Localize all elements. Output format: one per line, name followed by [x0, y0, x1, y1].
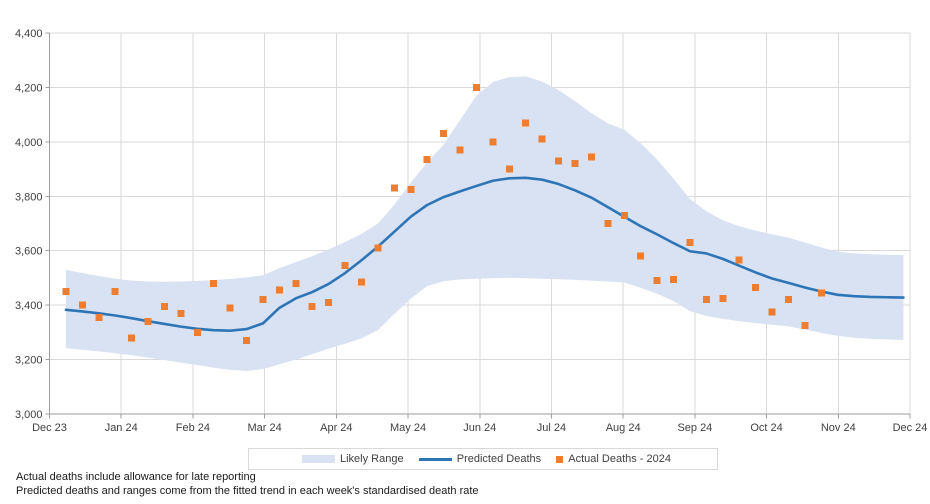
x-tick-label-jun-24: Jun 24: [463, 422, 496, 434]
actual-deaths-point-week-31: [555, 157, 563, 165]
actual-deaths-point-week-41: [719, 294, 727, 302]
x-tick-label-mar-24: Mar 24: [248, 422, 282, 434]
actual-deaths-point-week-33: [587, 153, 595, 161]
actual-deaths-point-week-13: [259, 296, 267, 304]
legend-label-actual-deaths: Actual Deaths - 2024: [568, 453, 671, 465]
actual-deaths-point-week-40: [702, 296, 710, 304]
actual-deaths-point-week-2: [78, 301, 86, 309]
actual-deaths-point-week-9: [193, 328, 201, 336]
footnote-line-1: Actual deaths include allowance for late…: [16, 471, 256, 483]
actual-deaths-point-week-20: [374, 244, 382, 252]
x-tick-label-apr-24: Apr 24: [320, 422, 352, 434]
actual-deaths-point-week-32: [571, 160, 579, 168]
actual-deaths-point-week-42: [735, 256, 743, 264]
predicted-deaths-swatch-icon: [418, 457, 452, 461]
x-tick-label-jul-24: Jul 24: [537, 422, 566, 434]
y-tick-label-3800: 3,800: [15, 191, 43, 203]
actual-deaths-point-week-38: [670, 275, 678, 283]
actual-deaths-point-week-5: [128, 334, 136, 342]
x-tick-label-dec-24: Dec 24: [893, 422, 928, 434]
actual-deaths-point-week-17: [325, 298, 333, 306]
actual-deaths-point-week-4: [111, 288, 119, 296]
actual-deaths-point-week-30: [538, 135, 546, 143]
actual-deaths-point-week-43: [752, 283, 760, 291]
y-tick-label-3400: 3,400: [15, 300, 43, 312]
actual-deaths-point-week-1: [62, 288, 70, 296]
y-tick-label-4400: 4,400: [15, 28, 43, 40]
legend-item-predicted-deaths: Predicted Deaths: [418, 453, 542, 465]
footnote-line-2: Predicted deaths and ranges come from th…: [16, 484, 479, 497]
x-tick-label-jan-24: Jan 24: [105, 422, 138, 434]
likely-range-band: [65, 76, 904, 372]
actual-deaths-point-week-16: [308, 303, 316, 311]
actual-deaths-point-week-29: [522, 119, 530, 127]
actual-deaths-point-week-37: [653, 277, 661, 285]
y-tick-label-3200: 3,200: [15, 355, 43, 367]
x-tick-label-oct-24: Oct 24: [750, 422, 782, 434]
y-tick-label-3000: 3,000: [15, 409, 43, 421]
x-tick-label-dec-23: Dec 23: [32, 422, 67, 434]
actual-deaths-point-week-15: [292, 279, 300, 287]
actual-deaths-point-week-28: [505, 165, 513, 173]
legend-item-likely-range: Likely Range: [302, 453, 404, 465]
x-tick-label-aug-24: Aug 24: [606, 422, 641, 434]
actual-deaths-point-week-35: [620, 211, 628, 219]
actual-deaths-point-week-3: [95, 313, 103, 321]
actual-deaths-point-week-19: [358, 278, 366, 286]
actual-deaths-point-week-18: [341, 262, 349, 270]
x-tick-label-nov-24: Nov 24: [821, 422, 856, 434]
actual-deaths-point-week-34: [604, 220, 612, 227]
actual-deaths-point-week-10: [210, 279, 218, 287]
predicted-deaths-line: [64, 176, 905, 333]
actual-deaths-point-week-23: [423, 156, 431, 164]
legend-item-actual-deaths: Actual Deaths - 2024: [556, 453, 671, 465]
actual-deaths-point-week-6: [144, 317, 152, 325]
actual-deaths-point-week-44: [768, 308, 776, 316]
actual-deaths-point-week-22: [407, 185, 415, 193]
actual-deaths-point-week-24: [440, 130, 448, 138]
actual-deaths-point-week-45: [784, 296, 792, 304]
chart-footnotes: Actual deaths include allowance for late…: [16, 471, 479, 498]
actual-deaths-point-week-27: [489, 138, 497, 146]
actual-deaths-swatch-icon: [556, 455, 564, 463]
actual-deaths-point-week-7: [160, 303, 168, 311]
x-tick-label-sep-24: Sep 24: [677, 422, 712, 434]
actual-deaths-point-week-36: [637, 252, 645, 260]
legend-label-predicted-deaths: Predicted Deaths: [456, 453, 542, 465]
chart-legend: Likely Range Predicted Deaths Actual Dea…: [248, 448, 718, 470]
y-tick-label-4000: 4,000: [15, 137, 43, 149]
y-tick-label-3600: 3,600: [15, 246, 43, 258]
actual-deaths-point-week-25: [456, 146, 464, 154]
actual-deaths-point-week-21: [390, 184, 398, 192]
actual-deaths-point-week-11: [226, 304, 234, 312]
x-tick-label-may-24: May 24: [390, 422, 426, 434]
actual-deaths-point-week-26: [472, 83, 480, 91]
actual-deaths-point-week-46: [801, 322, 809, 330]
x-tick-label-feb-24: Feb 24: [176, 422, 210, 434]
likely-range-swatch-icon: [302, 455, 335, 463]
y-tick-label-4200: 4,200: [15, 82, 43, 94]
actual-deaths-point-week-39: [686, 239, 694, 247]
actual-deaths-point-week-12: [243, 337, 251, 345]
actual-deaths-point-week-8: [177, 309, 185, 317]
actual-deaths-point-week-47: [817, 289, 825, 297]
legend-label-likely-range: Likely Range: [340, 453, 404, 465]
actual-deaths-point-week-14: [275, 286, 283, 294]
